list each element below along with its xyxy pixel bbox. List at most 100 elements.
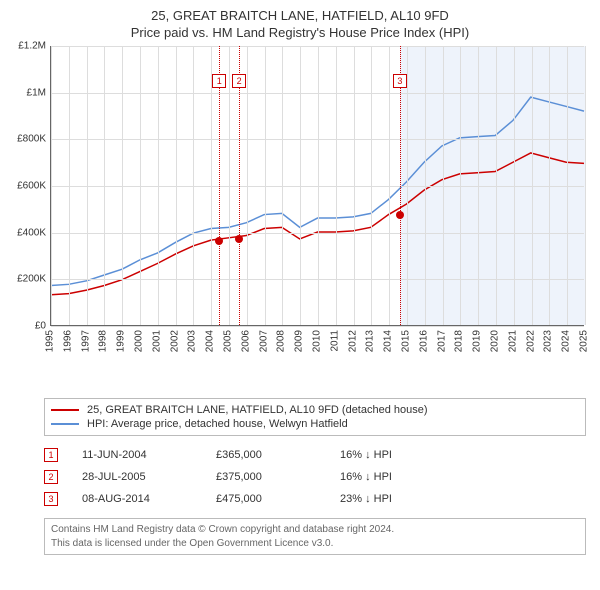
- x-tick-label: 1998: [98, 330, 109, 352]
- x-tick-label: 2015: [401, 330, 412, 352]
- x-tick-label: 2009: [294, 330, 305, 352]
- gridline-v: [371, 46, 372, 325]
- x-tick-label: 2002: [169, 330, 180, 352]
- y-tick-label: £800K: [17, 134, 46, 145]
- flag-price: £375,000: [216, 471, 316, 483]
- legend-swatch: [51, 423, 79, 425]
- x-tick-label: 2000: [134, 330, 145, 352]
- gridline-v: [122, 46, 123, 325]
- x-tick-label: 2016: [418, 330, 429, 352]
- gridline-v: [300, 46, 301, 325]
- flag-marker: 3: [393, 74, 407, 88]
- x-tick-label: 2013: [365, 330, 376, 352]
- legend-row: HPI: Average price, detached house, Welw…: [51, 417, 579, 431]
- x-tick-label: 2008: [276, 330, 287, 352]
- flag-date: 28-JUL-2005: [82, 471, 192, 483]
- x-tick-label: 2021: [507, 330, 518, 352]
- gridline-v: [496, 46, 497, 325]
- x-tick-label: 2010: [312, 330, 323, 352]
- flag-marker: 1: [212, 74, 226, 88]
- flag-delta: 23% ↓ HPI: [340, 493, 392, 505]
- x-tick-label: 1999: [116, 330, 127, 352]
- footer-attribution: Contains HM Land Registry data © Crown c…: [44, 518, 586, 555]
- footer-line: Contains HM Land Registry data © Crown c…: [51, 523, 579, 537]
- page-title: 25, GREAT BRAITCH LANE, HATFIELD, AL10 9…: [8, 8, 592, 23]
- transaction-table: 111-JUN-2004£365,00016% ↓ HPI228-JUL-200…: [44, 444, 586, 510]
- gridline-v: [460, 46, 461, 325]
- gridline-v: [87, 46, 88, 325]
- y-axis: £0£200K£400K£600K£800K£1M£1.2M: [8, 46, 50, 326]
- flag-price: £365,000: [216, 449, 316, 461]
- flag-number: 1: [44, 448, 58, 462]
- gridline-v: [514, 46, 515, 325]
- gridline-v: [567, 46, 568, 325]
- gridline-v: [336, 46, 337, 325]
- gridline-h: [51, 326, 584, 327]
- y-tick-label: £1M: [27, 87, 46, 98]
- gridline-v: [407, 46, 408, 325]
- flag-delta: 16% ↓ HPI: [340, 449, 392, 461]
- x-tick-label: 2011: [329, 330, 340, 352]
- x-tick-label: 1995: [45, 330, 56, 352]
- price-chart: £0£200K£400K£600K£800K£1M£1.2M 123 19951…: [8, 46, 588, 356]
- y-tick-label: £600K: [17, 181, 46, 192]
- gridline-v: [265, 46, 266, 325]
- gridline-v: [247, 46, 248, 325]
- y-tick-label: £400K: [17, 227, 46, 238]
- x-tick-label: 2023: [543, 330, 554, 352]
- gridline-v: [443, 46, 444, 325]
- x-axis: 1995199619971998199920002001200220032004…: [50, 330, 584, 390]
- table-row: 228-JUL-2005£375,00016% ↓ HPI: [44, 466, 586, 488]
- gridline-v: [104, 46, 105, 325]
- gridline-v: [69, 46, 70, 325]
- x-tick-label: 2001: [151, 330, 162, 352]
- price-marker: [235, 235, 243, 243]
- price-marker: [215, 237, 223, 245]
- page-subtitle: Price paid vs. HM Land Registry's House …: [8, 25, 592, 40]
- gridline-v: [532, 46, 533, 325]
- plot-area: 12 3: [50, 46, 584, 326]
- price-marker: [396, 211, 404, 219]
- gridline-v: [193, 46, 194, 325]
- legend: 25, GREAT BRAITCH LANE, HATFIELD, AL10 9…: [44, 398, 586, 436]
- gridline-v: [478, 46, 479, 325]
- x-tick-label: 2017: [436, 330, 447, 352]
- legend-label: 25, GREAT BRAITCH LANE, HATFIELD, AL10 9…: [87, 404, 428, 416]
- x-tick-label: 2024: [561, 330, 572, 352]
- x-tick-label: 1997: [80, 330, 91, 352]
- footer-line: This data is licensed under the Open Gov…: [51, 537, 579, 551]
- x-tick-label: 2004: [205, 330, 216, 352]
- legend-row: 25, GREAT BRAITCH LANE, HATFIELD, AL10 9…: [51, 403, 579, 417]
- gridline-v: [354, 46, 355, 325]
- x-tick-label: 2018: [454, 330, 465, 352]
- x-tick-label: 2003: [187, 330, 198, 352]
- flag-number: 3: [44, 492, 58, 506]
- gridline-v: [176, 46, 177, 325]
- table-row: 3 08-AUG-2014 £475,000 23% ↓ HPI: [44, 488, 586, 510]
- flag-price: £475,000: [216, 493, 316, 505]
- gridline-v: [229, 46, 230, 325]
- table-row: 111-JUN-2004£365,00016% ↓ HPI: [44, 444, 586, 466]
- flag-date: 08-AUG-2014: [82, 493, 192, 505]
- legend-label: HPI: Average price, detached house, Welw…: [87, 418, 348, 430]
- gridline-v: [585, 46, 586, 325]
- x-tick-label: 2022: [525, 330, 536, 352]
- y-tick-label: £200K: [17, 274, 46, 285]
- gridline-v: [51, 46, 52, 325]
- x-tick-label: 2025: [579, 330, 590, 352]
- gridline-v: [389, 46, 390, 325]
- x-tick-label: 2019: [472, 330, 483, 352]
- y-tick-label: £1.2M: [18, 41, 46, 52]
- gridline-v: [318, 46, 319, 325]
- legend-swatch: [51, 409, 79, 411]
- gridline-v: [425, 46, 426, 325]
- x-tick-label: 2006: [240, 330, 251, 352]
- x-tick-label: 2005: [223, 330, 234, 352]
- flag-delta: 16% ↓ HPI: [340, 471, 392, 483]
- gridline-v: [158, 46, 159, 325]
- flag-marker: 2: [232, 74, 246, 88]
- x-tick-label: 2014: [383, 330, 394, 352]
- x-tick-label: 2020: [490, 330, 501, 352]
- x-tick-label: 2012: [347, 330, 358, 352]
- gridline-v: [140, 46, 141, 325]
